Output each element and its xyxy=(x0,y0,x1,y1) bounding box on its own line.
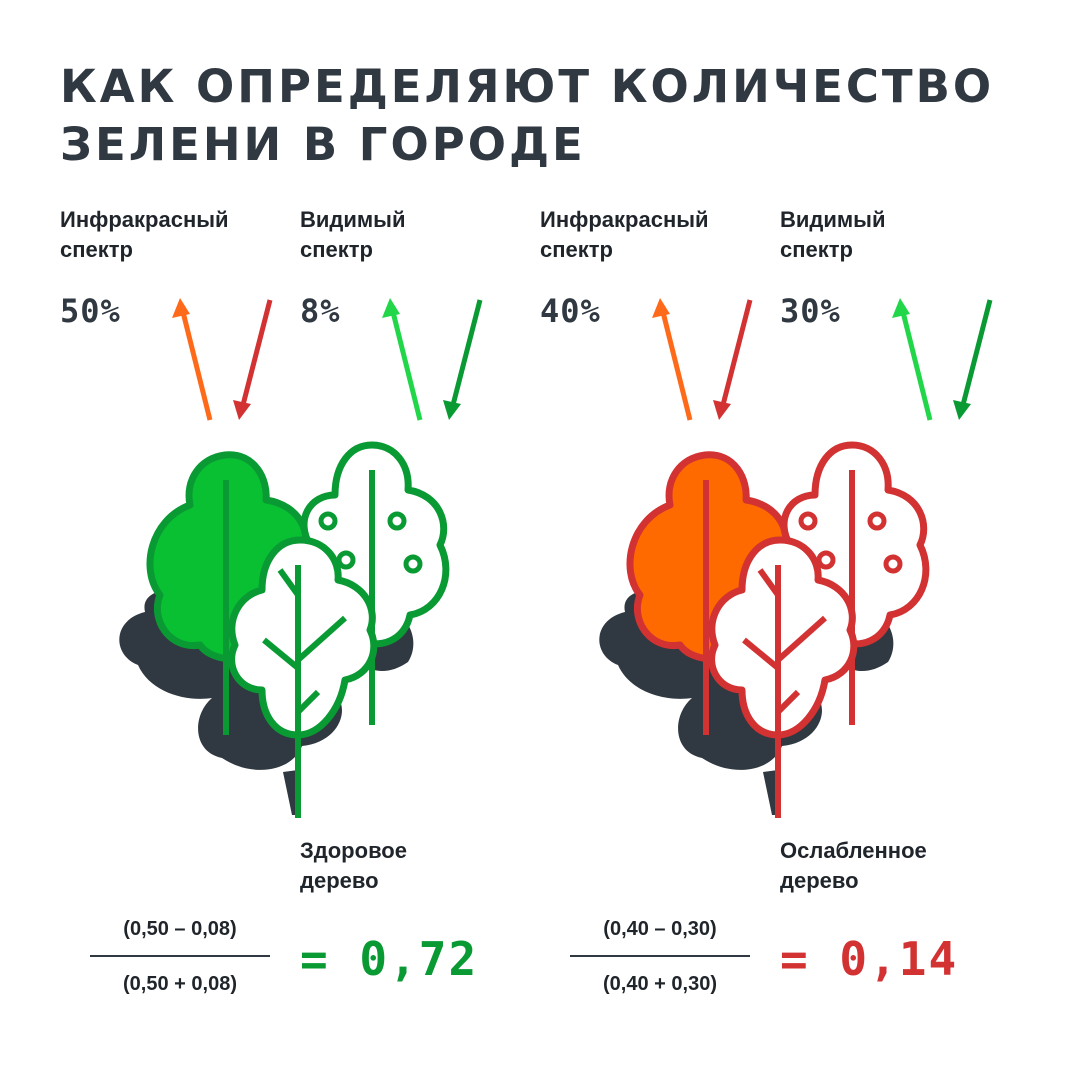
healthy-tree-label-line2: дерево xyxy=(300,868,379,893)
weak-visible-label-line1: Видимый xyxy=(780,207,886,232)
arrow-down-icon xyxy=(233,299,273,420)
healthy-formula-numerator: (0,50 – 0,08) xyxy=(123,918,237,940)
page-title-line2: зелени в городе xyxy=(60,118,586,171)
weak-visible-label-line2: спектр xyxy=(780,237,853,262)
weak-visible-label: Видимый спектр xyxy=(780,205,980,265)
arrow-up-icon xyxy=(172,298,213,421)
weak-formula-denominator: (0,40 + 0,30) xyxy=(603,973,717,995)
weak-infrared-value: 40% xyxy=(540,292,601,330)
tree-outline-front xyxy=(708,536,858,818)
healthy-formula-result: = 0,72 xyxy=(300,932,479,986)
weak-tree-label-line2: дерево xyxy=(780,868,859,893)
healthy-infrared-label-line1: Инфракрасный xyxy=(60,207,229,232)
fraction-bar xyxy=(90,955,270,957)
healthy-infrared-label-line2: спектр xyxy=(60,237,133,262)
healthy-infrared-arrows xyxy=(172,298,273,421)
weak-formula-fraction: (0,40 – 0,30) (0,40 + 0,30) xyxy=(570,918,750,996)
weak-formula-numerator: (0,40 – 0,30) xyxy=(603,918,717,940)
healthy-visible-label-line2: спектр xyxy=(300,237,373,262)
arrow-down-icon xyxy=(713,299,753,420)
arrow-up-icon xyxy=(652,298,693,421)
healthy-visible-label: Видимый спектр xyxy=(300,205,500,265)
page-title-line1: Как определяют количество xyxy=(60,60,995,113)
healthy-tree-label: Здоровое дерево xyxy=(300,836,520,896)
weak-visible-arrows xyxy=(892,298,993,421)
healthy-infrared-label: Инфракрасный спектр xyxy=(60,205,260,265)
healthy-tree-group xyxy=(119,441,450,818)
healthy-visible-value: 8% xyxy=(300,292,341,330)
weak-infrared-label-line1: Инфракрасный xyxy=(540,207,709,232)
arrow-down-icon xyxy=(953,299,993,420)
weak-infrared-arrows xyxy=(652,298,753,421)
healthy-infrared-value: 50% xyxy=(60,292,121,330)
healthy-visible-arrows xyxy=(382,298,483,421)
weak-tree-group xyxy=(599,441,930,818)
arrow-down-icon xyxy=(443,299,483,420)
weak-infrared-label-line2: спектр xyxy=(540,237,613,262)
weak-tree-label-line1: Ослабленное xyxy=(780,838,927,863)
arrow-up-icon xyxy=(382,298,423,421)
healthy-formula-denominator: (0,50 + 0,08) xyxy=(123,973,237,995)
weak-infrared-label: Инфракрасный спектр xyxy=(540,205,740,265)
healthy-tree-label-line1: Здоровое xyxy=(300,838,407,863)
weak-visible-value: 30% xyxy=(780,292,841,330)
tree-outline-front xyxy=(228,536,378,818)
weak-formula-result: = 0,14 xyxy=(780,932,959,986)
fraction-bar xyxy=(570,955,750,957)
page-title: Как определяют количество зелени в город… xyxy=(60,58,994,174)
arrow-up-icon xyxy=(892,298,933,421)
healthy-visible-label-line1: Видимый xyxy=(300,207,406,232)
weak-tree-label: Ослабленное дерево xyxy=(780,836,1000,896)
healthy-formula-fraction: (0,50 – 0,08) (0,50 + 0,08) xyxy=(90,918,270,996)
